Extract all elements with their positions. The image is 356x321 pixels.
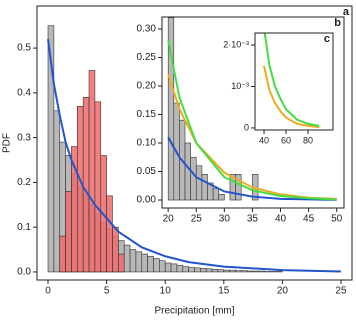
x-tick-label: 5: [104, 286, 110, 297]
x-tick-label: 20: [163, 214, 175, 225]
histogram-bar: [123, 244, 131, 273]
y-tick-label: 0.10: [137, 138, 157, 149]
line: [263, 33, 320, 127]
histogram-bar: [200, 268, 207, 273]
x-tick-label: 25: [335, 286, 347, 297]
histogram-bar: [258, 270, 266, 273]
histogram-bar: [170, 263, 178, 273]
histogram-bar: [141, 253, 148, 273]
line: [167, 136, 337, 201]
y-tick-label: 0.0: [17, 267, 31, 278]
y-tick-label: 0.00: [137, 195, 157, 206]
plot-frame: [254, 32, 334, 131]
histogram-bar: [241, 270, 248, 273]
plot-area: [47, 25, 342, 273]
panel-2: 40 60 80 0 10⁻³ 2·10⁻³ c: [223, 32, 334, 145]
x-tick-label: 40: [259, 135, 269, 145]
y-tick-label: 0.20: [137, 81, 157, 92]
histogram-bar: [94, 101, 102, 273]
histogram-bar: [195, 165, 203, 201]
histogram-bar: [217, 269, 225, 273]
histogram-bar: [246, 270, 254, 273]
x-tick-label: 30: [219, 214, 231, 225]
histogram-bar: [112, 226, 119, 273]
histogram-bar: [65, 191, 72, 273]
line: [167, 40, 337, 201]
histogram-bar: [82, 97, 90, 273]
histogram-bar: [235, 174, 242, 201]
histogram-bar: [53, 110, 61, 273]
panel-label: c: [324, 33, 330, 45]
x-tick-label: 45: [303, 214, 315, 225]
y-tick-label: 0.4: [17, 87, 31, 98]
histogram-bar: [252, 270, 260, 273]
x-tick-label: 0: [45, 286, 51, 297]
y-tick-label: 0: [244, 122, 249, 132]
y-tick-label: 0.5: [17, 43, 31, 54]
plot-frame: [161, 16, 345, 209]
x-tick-label: 10: [160, 286, 172, 297]
x-axis-label: Precipitation [mm]: [154, 306, 234, 317]
histogram-bar: [188, 267, 195, 273]
histogram-bar: [194, 267, 201, 273]
histogram-bar: [201, 174, 208, 201]
histogram-bar: [159, 260, 166, 273]
histogram-bar: [223, 269, 230, 273]
y-tick-label: 0.05: [137, 166, 157, 177]
y-tick-label: 0.3: [17, 132, 31, 143]
histogram-bar: [235, 270, 242, 273]
x-tick-label: 35: [247, 214, 259, 225]
y-tick-label: 0.2: [17, 177, 31, 188]
histogram-bar: [164, 262, 172, 273]
y-axis-label: PDF: [2, 133, 13, 153]
histogram-bar: [212, 188, 220, 201]
histogram-bar: [182, 266, 189, 273]
histogram-bar: [184, 142, 191, 201]
histogram-bar: [218, 194, 225, 201]
histogram-bar: [129, 249, 137, 273]
histogram-bar: [153, 258, 160, 273]
x-tick-label: 50: [331, 214, 343, 225]
x-tick-label: 60: [281, 135, 291, 145]
x-tick-label: 25: [191, 214, 203, 225]
line: [263, 65, 320, 129]
x-tick-label: 15: [218, 286, 230, 297]
y-tick-label: 0.15: [137, 109, 157, 120]
histogram-bar: [106, 195, 113, 273]
panel-label: a: [343, 6, 350, 18]
x-tick-label: 40: [275, 214, 287, 225]
y-tick-label: 0.1: [17, 222, 31, 233]
histogram-bar: [135, 251, 143, 273]
histogram-bar: [229, 269, 236, 273]
x-tick-label: 80: [303, 135, 313, 145]
y-tick-label: 0.30: [137, 24, 157, 35]
plot-area: [167, 17, 337, 201]
y-tick-label: 10⁻³: [231, 81, 249, 91]
plot-area: [263, 33, 320, 129]
y-tick-label: 2·10⁻³: [223, 39, 249, 49]
histogram-bar: [77, 105, 84, 273]
histogram-bar: [176, 264, 184, 273]
histogram-bar: [59, 235, 66, 273]
panel-label: b: [334, 17, 341, 29]
histogram-bar: [88, 70, 96, 273]
histogram-bar: [118, 253, 125, 273]
histogram-bar: [211, 268, 219, 273]
plot-frame: [36, 5, 353, 281]
y-tick-label: 0.25: [137, 52, 157, 63]
histogram-bar: [205, 268, 213, 273]
histogram-bar: [147, 255, 154, 273]
histogram-bar: [190, 156, 197, 201]
x-tick-label: 20: [277, 286, 289, 297]
line: [47, 39, 342, 273]
